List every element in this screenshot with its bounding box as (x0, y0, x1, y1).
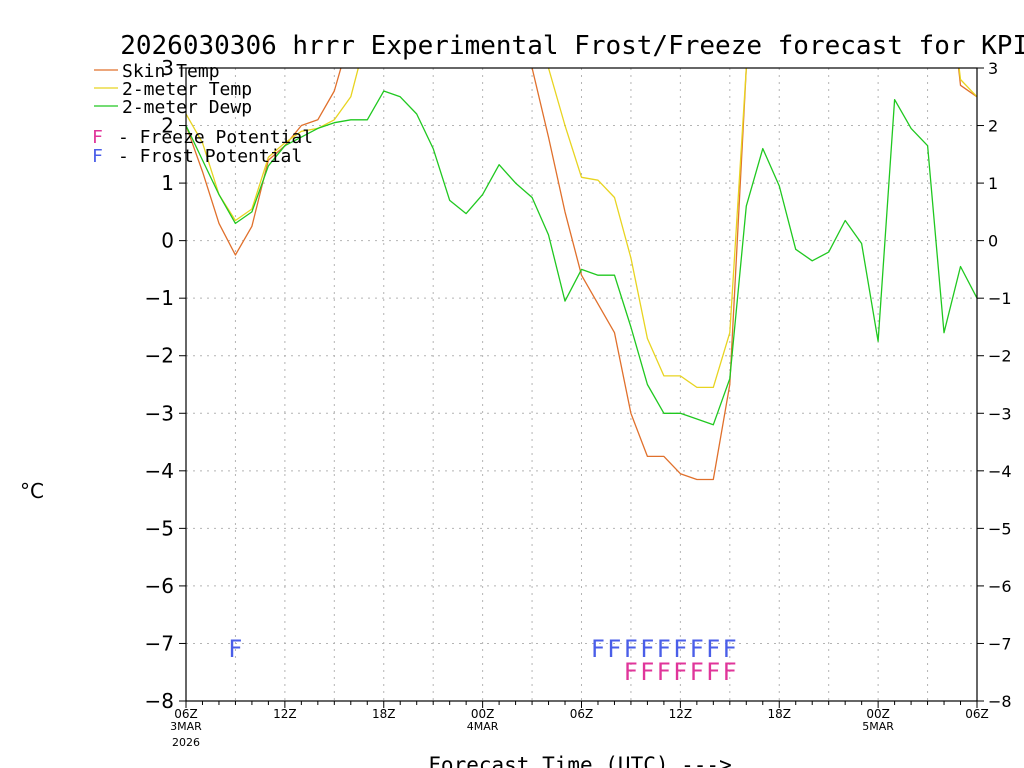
legend-entry-label: Skin Temp (122, 61, 220, 82)
y-tick-label-right: 1 (988, 174, 998, 193)
legend-marker-letter: F (92, 146, 103, 167)
y-tick-label-left: −6 (145, 574, 174, 598)
x-tick-label: 12Z (669, 707, 693, 721)
legend-entry-label: 2-meter Temp (122, 79, 252, 100)
freeze-potential-marker: F (657, 658, 671, 686)
legend-entry-label: 2-meter Dewp (122, 97, 252, 118)
x-tick-label: 06Z (570, 707, 594, 721)
y-tick-label-right: −7 (988, 634, 1012, 653)
potential-markers: F F F F F F F F F FF F F F F F F (229, 635, 737, 686)
legend-marker-label: - Frost Potential (118, 146, 302, 167)
freeze-potential-marker: F (690, 658, 704, 686)
x-tick-label: 06Z (174, 707, 198, 721)
frost-potential-marker: F (690, 635, 704, 663)
frost-potential-marker: F (591, 635, 605, 663)
x-tick-label: 00Z (866, 707, 890, 721)
frost-potential-marker: F (608, 635, 622, 663)
frost-potential-marker: F (657, 635, 671, 663)
y-axis-right: 3 2 1 0 −1 −2 −3 −4 −5 −6 −7 −8 (977, 59, 1012, 711)
x-tick-label: 00Z (471, 707, 495, 721)
y-tick-label-right: −3 (988, 404, 1012, 423)
x-tick-label: 18Z (372, 707, 396, 721)
y-tick-label-left: 0 (161, 229, 174, 253)
y-tick-label-right: 0 (988, 232, 998, 251)
x-tick-year: 2026 (172, 736, 200, 749)
x-tick-date: 5MAR (862, 720, 894, 733)
y-axis-left: 3 2 1 0 −1 −2 −3 −4 −5 −6 −7 −8 (145, 56, 186, 713)
frost-potential-marker: F (673, 635, 687, 663)
frost-potential-marker: F (706, 635, 720, 663)
y-tick-label-left: 2 (161, 114, 174, 138)
y-tick-label-right: −2 (988, 347, 1012, 366)
legend-marker-label: - Freeze Potential (118, 127, 313, 148)
y-tick-label-left: −2 (145, 344, 174, 368)
y-tick-label-right: −4 (988, 462, 1012, 481)
series-line-skin-temp (186, 68, 977, 481)
freeze-potential-marker: F (723, 658, 737, 686)
y-tick-label-right: −6 (988, 577, 1012, 596)
legend-marker-letter: F (92, 127, 103, 148)
frost-potential-marker: F (723, 635, 737, 663)
x-axis-label: Forecast Time (UTC) ---> (428, 753, 731, 768)
y-tick-label-right: −5 (988, 519, 1012, 538)
y-tick-label-right: 2 (988, 117, 998, 136)
chart-title: 2026030306 hrrr Experimental Frost/Freez… (120, 31, 1024, 61)
y-tick-label-right: 3 (988, 59, 998, 78)
y-tick-label-left: −3 (145, 401, 174, 425)
frost-potential-marker: F (641, 635, 655, 663)
freeze-potential-marker: F (706, 658, 720, 686)
x-tick-label: 12Z (273, 707, 297, 721)
series-line-2-meter-dewp (186, 90, 977, 426)
y-tick-label-left: −5 (145, 516, 174, 540)
frost-potential-marker: F (624, 635, 638, 663)
x-tick-label: 18Z (768, 707, 792, 721)
frost-potential-marker: F (229, 635, 243, 663)
x-tick-date: 3MAR (170, 720, 202, 733)
series-lines (186, 68, 977, 481)
y-tick-label-left: 3 (161, 56, 174, 80)
y-tick-label-right: −8 (988, 692, 1012, 711)
x-tick-label: 06Z (965, 707, 989, 721)
x-tick-date: 4MAR (467, 720, 499, 733)
freeze-potential-marker: F (641, 658, 655, 686)
y-tick-label-right: −1 (988, 289, 1012, 308)
y-tick-label-left: −7 (145, 631, 174, 655)
freeze-potential-marker: F (624, 658, 638, 686)
y-tick-label-left: 1 (161, 171, 174, 195)
y-tick-label-left: −1 (145, 286, 174, 310)
y-tick-label-left: −8 (145, 689, 174, 713)
freeze-potential-marker: F (673, 658, 687, 686)
y-tick-label-left: −4 (145, 459, 174, 483)
y-axis-label: °C (20, 479, 44, 503)
